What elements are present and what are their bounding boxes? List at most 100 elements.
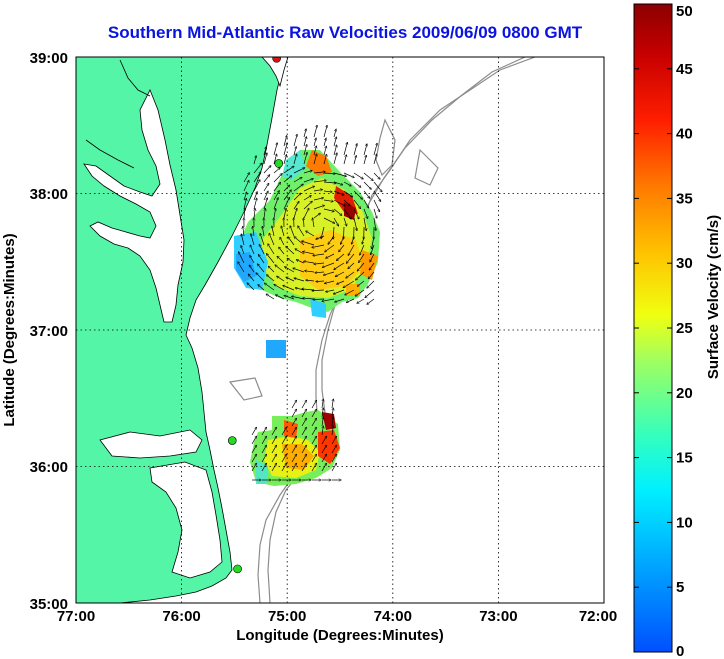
velocity-arrow	[304, 261, 315, 264]
x-tick-label: 74:00	[374, 608, 412, 625]
velocity-arrow	[333, 199, 345, 206]
velocity-arrow	[273, 208, 276, 219]
colorbar-tick-label: 30	[676, 255, 693, 272]
velocity-arrow	[277, 276, 285, 282]
velocity-arrow	[261, 445, 267, 454]
velocity-arrow	[301, 445, 307, 454]
velocity-arrow	[303, 208, 309, 219]
velocity-arrow	[263, 198, 267, 210]
velocity-arrow	[261, 463, 267, 472]
colorbar-ticks: 0 5 10 15 20 25 30 35 40 45 50	[634, 3, 693, 659]
velocity-arrow	[283, 166, 294, 174]
velocity-arrow	[348, 244, 355, 255]
velocity-arrow	[251, 436, 257, 445]
station-marker	[227, 436, 237, 445]
velocity-arrow	[263, 175, 270, 183]
velocity-arrow	[311, 400, 317, 409]
velocity-arrow	[291, 445, 297, 454]
velocity-arrow	[306, 280, 315, 281]
velocity-arrow	[328, 235, 335, 244]
velocity-arrow	[373, 199, 380, 212]
velocity-arrow	[343, 208, 351, 219]
velocity-arrow	[332, 426, 333, 436]
pamlico-sound	[149, 461, 223, 579]
velocity-arrow	[311, 445, 317, 454]
velocity-arrow	[311, 427, 317, 436]
velocity-arrow	[272, 226, 275, 237]
velocity-arrow	[343, 181, 351, 186]
velocity-arrow	[313, 154, 317, 165]
velocity-arrow	[373, 208, 377, 218]
x-tick-label: 75:00	[268, 608, 306, 625]
velocity-arrow	[271, 445, 277, 454]
velocity-arrow	[281, 445, 287, 454]
velocity-arrow	[313, 198, 323, 201]
plot-frame	[75, 56, 605, 604]
velocity-arrow	[311, 418, 317, 427]
velocity-arrow	[293, 177, 302, 183]
velocity-arrow	[293, 208, 297, 219]
velocity-arrow	[291, 454, 297, 463]
velocity-arrow	[238, 262, 245, 273]
velocity-arrow	[301, 418, 307, 427]
velocity-arrow	[322, 417, 323, 427]
velocity-arrow	[266, 294, 275, 300]
colorbar-tick-label: 5	[676, 579, 684, 596]
velocity-arrow	[273, 191, 279, 201]
station-markers	[227, 57, 284, 574]
velocity-arrow	[353, 217, 357, 231]
velocity-arrow	[373, 172, 380, 179]
velocity-arrow	[332, 417, 333, 427]
velocity-arrow	[283, 190, 291, 201]
y-tick-label: 39:00	[30, 50, 68, 67]
y-axis-label: Latitude (Degrees:Minutes)	[1, 233, 18, 426]
velocity-arrow	[335, 271, 345, 277]
velocity-arrow	[363, 217, 366, 231]
velocity-arrow	[363, 190, 370, 198]
velocity-arrow	[291, 436, 297, 445]
station-marker	[274, 159, 284, 168]
velocity-arrow	[275, 265, 285, 273]
colorbar-tick-label: 40	[676, 126, 693, 143]
velocity-arrow	[323, 217, 335, 223]
velocity-arrow	[253, 172, 261, 183]
velocity-arrow	[333, 217, 339, 226]
velocity-arrow	[357, 298, 365, 303]
velocity-arrow	[294, 278, 305, 282]
velocity-arrow	[292, 296, 305, 300]
velocity-arrow	[267, 275, 275, 282]
velocity-arrow	[268, 266, 275, 273]
velocity-arrow	[306, 231, 315, 237]
velocity-arrow	[251, 234, 255, 246]
velocity-arrow	[303, 137, 306, 147]
velocity-arrow	[313, 190, 322, 192]
velocity-arrow	[323, 125, 327, 138]
velocity-arrow	[276, 295, 285, 300]
velocity-arrow	[281, 454, 287, 463]
velocity-arrow	[362, 235, 365, 244]
velocity-arrow	[333, 190, 344, 195]
velocity-arrow	[313, 213, 320, 219]
velocity-arrow	[277, 256, 285, 264]
velocity-arrow	[331, 436, 337, 445]
velocity-arrow	[315, 272, 325, 273]
velocity-arrow	[263, 147, 266, 156]
colorbar-tick-label: 10	[676, 514, 693, 531]
velocity-arrow	[331, 445, 337, 454]
velocity-arrow	[243, 198, 246, 210]
y-tick-label: 36:00	[30, 459, 68, 476]
velocity-arrow	[239, 252, 245, 264]
velocity-arrow	[372, 235, 375, 249]
velocity-arrow	[353, 199, 361, 209]
velocity-arrow	[333, 181, 343, 185]
velocity-arrow	[343, 142, 347, 156]
colorbar-tick-label: 50	[676, 3, 693, 20]
velocity-arrow	[287, 258, 295, 264]
velocity-arrow	[253, 226, 255, 237]
velocity-arrow	[321, 454, 327, 463]
velocity-arrow	[263, 183, 269, 192]
velocity-vectors	[238, 125, 382, 480]
velocity-arrow	[243, 180, 249, 192]
velocity-arrow	[291, 463, 297, 472]
velocity-arrow	[326, 289, 335, 292]
